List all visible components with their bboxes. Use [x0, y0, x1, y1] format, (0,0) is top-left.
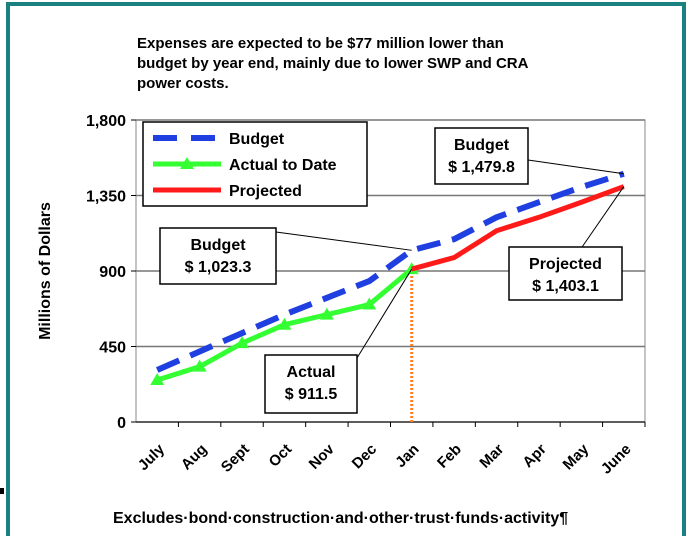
- y-tick-label: 1,800: [86, 113, 126, 130]
- series-line: [156, 170, 625, 373]
- legend-label: Budget: [229, 131, 285, 148]
- callout-box: [434, 127, 529, 185]
- callout-leader: [356, 268, 413, 359]
- chart-title: budget by year end, mainly due to lower …: [137, 55, 529, 72]
- series-marker: [319, 307, 334, 320]
- series-marker: [277, 317, 292, 330]
- series-marker: [192, 359, 207, 372]
- chart-title: power costs.: [137, 75, 229, 92]
- frame-mark: [0, 488, 4, 494]
- callout-box: [508, 246, 623, 301]
- series-marker: [150, 373, 165, 386]
- footnote: Excludes·bond·construction·and·other·tru…: [113, 510, 568, 527]
- data-label: $ 1,023.3: [185, 259, 252, 276]
- callout-leader: [579, 186, 625, 251]
- y-tick-label: 450: [99, 340, 126, 357]
- series-marker: [362, 297, 377, 310]
- callout-box: [159, 227, 277, 285]
- legend-marker: [180, 157, 194, 169]
- callout-leader: [527, 159, 624, 175]
- chart-title: Expenses are expected to be $77 million …: [137, 35, 504, 52]
- y-tick-label: 0: [117, 415, 126, 432]
- y-tick-label: 900: [99, 264, 126, 281]
- data-label: $ 1,479.8: [448, 159, 515, 176]
- callout-title: Actual: [287, 364, 336, 381]
- y-axis-label: Millions of Dollars: [37, 202, 54, 340]
- callout-title: Projected: [529, 256, 602, 273]
- callout-title: Budget: [454, 137, 510, 154]
- series-marker: [235, 336, 250, 349]
- y-tick-label: 1,350: [86, 189, 126, 206]
- callout-box: [264, 354, 358, 414]
- series-line: [411, 184, 625, 272]
- callout-title: Budget: [190, 237, 246, 254]
- data-label: $ 1,403.1: [532, 278, 599, 295]
- data-label: $ 911.5: [285, 386, 338, 403]
- legend-label: Projected: [229, 183, 302, 200]
- legend-label: Actual to Date: [229, 157, 337, 174]
- callout-leader: [275, 231, 412, 251]
